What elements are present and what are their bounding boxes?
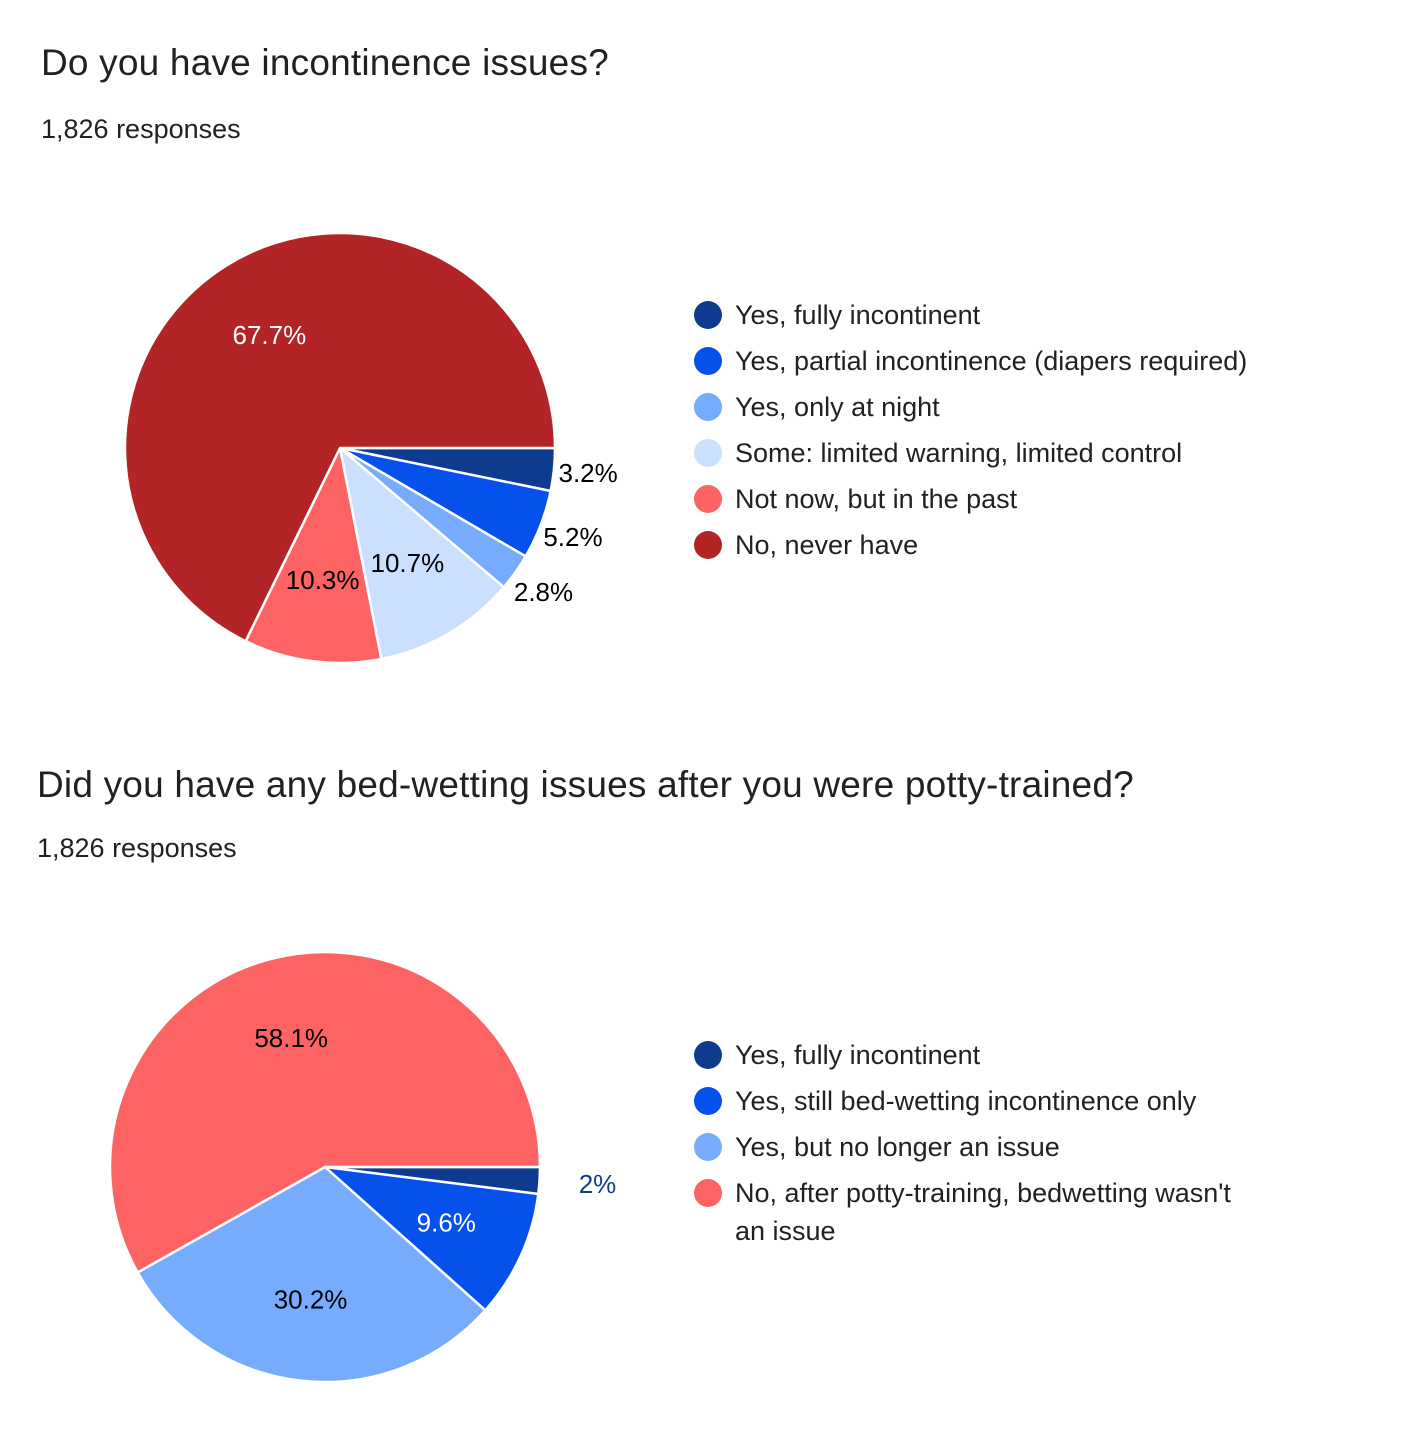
response-count: 1,826 responses — [41, 114, 241, 144]
legend-swatch-icon — [694, 393, 722, 421]
pie-slice-some-limited-warning-limited-control — [338, 446, 506, 661]
pie-slice-no-after-potty-training-bedwetting-wasn-t-an-issue — [108, 950, 542, 1274]
pie-data-label: 2% — [579, 1169, 617, 1199]
legend-label: Yes, still bed-wetting incontinence only — [735, 1086, 1197, 1116]
chart-legend: Yes, fully incontinent Yes, still bed-wet… — [694, 1036, 1254, 1258]
response-count: 1,826 responses — [37, 833, 237, 863]
legend-swatch-icon — [694, 301, 722, 329]
question-title: Did you have any bed-wetting issues afte… — [37, 764, 1134, 805]
pie-slice-not-now-but-in-the-past — [244, 446, 383, 665]
legend-label: Some: limited warning, limited control — [735, 438, 1183, 468]
pie-slice-no-never-have — [123, 231, 557, 643]
legend-item: Yes, partial incontinence (diapers requi… — [694, 342, 1254, 380]
legend-swatch-icon — [694, 439, 722, 467]
legend-label: No, after potty-training, bedwetting was… — [735, 1178, 1231, 1246]
legend-item: No, after potty-training, bedwetting was… — [694, 1174, 1254, 1250]
legend-item: Yes, only at night — [694, 388, 1254, 426]
pie-data-label: 9.6% — [417, 1207, 476, 1237]
pie-data-label: 30.2% — [274, 1285, 348, 1315]
question-title: Do you have incontinence issues? — [41, 42, 609, 83]
legend-swatch-icon — [694, 1179, 722, 1207]
legend-swatch-icon — [694, 485, 722, 513]
pie-data-label: 67.7% — [233, 320, 307, 350]
legend-label: Yes, only at night — [735, 392, 940, 422]
legend-label: Yes, fully incontinent — [735, 1040, 981, 1070]
legend-item: Yes, fully incontinent — [694, 296, 1254, 334]
legend-item: Yes, fully incontinent — [694, 1036, 1254, 1074]
pie-data-label: 10.7% — [371, 548, 445, 578]
pie-chart-bed-wetting: 2% 9.6% 30.2% 58.1% — [108, 950, 617, 1384]
legend-label: No, never have — [735, 530, 919, 560]
pie-slice-yes-still-bed-wetting-incontinence-only — [323, 1165, 540, 1312]
legend-item: Yes, still bed-wetting incontinence only — [694, 1082, 1254, 1120]
legend-item: No, never have — [694, 526, 1254, 564]
legend-label: Yes, but no longer an issue — [735, 1132, 1060, 1162]
question-card-incontinence: Do you have incontinence issues? 1,826 r… — [0, 0, 1401, 720]
pie-slice-yes-but-no-longer-an-issue — [136, 1165, 487, 1384]
pie-data-label: 5.2% — [543, 522, 602, 552]
question-card-bed-wetting: Did you have any bed-wetting issues afte… — [0, 720, 1401, 1442]
legend-label: Yes, fully incontinent — [735, 300, 981, 330]
chart-legend: Yes, fully incontinent Yes, partial incon… — [694, 296, 1254, 572]
pie-data-label: 58.1% — [254, 1023, 328, 1053]
legend-item: Not now, but in the past — [694, 480, 1254, 518]
legend-swatch-icon — [694, 531, 722, 559]
legend-label: Yes, partial incontinence (diapers requi… — [735, 346, 1248, 376]
legend-swatch-icon — [694, 347, 722, 375]
legend-swatch-icon — [694, 1133, 722, 1161]
legend-item: Some: limited warning, limited control — [694, 434, 1254, 472]
legend-swatch-icon — [694, 1087, 722, 1115]
pie-data-label: 3.2% — [559, 458, 618, 488]
legend-swatch-icon — [694, 1041, 722, 1069]
legend-label: Not now, but in the past — [735, 484, 1018, 514]
legend-item: Yes, but no longer an issue — [694, 1128, 1254, 1166]
pie-data-label: 10.3% — [286, 565, 360, 595]
pie-chart-incontinence: 3.2% 5.2% 2.8% 10.7% 10.3% 67.7% — [123, 231, 618, 665]
pie-data-label: 2.8% — [514, 577, 573, 607]
